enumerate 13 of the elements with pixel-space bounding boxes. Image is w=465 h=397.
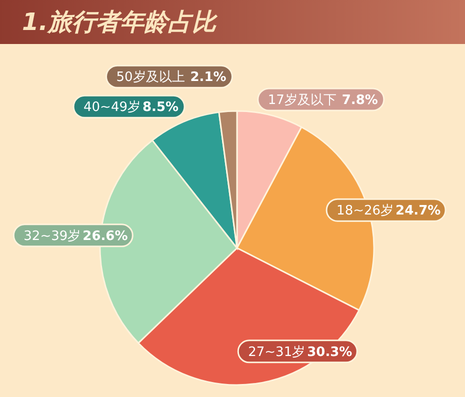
data-label: 8.5% bbox=[142, 100, 179, 116]
slice-label: 17岁及以下 bbox=[268, 93, 336, 108]
slice-label: 32~39岁 bbox=[24, 228, 81, 244]
slice-label: 40~49岁 bbox=[84, 100, 141, 116]
slice-label: 50岁及以上 bbox=[116, 70, 185, 86]
chart-title: 1.旅行者年龄占比 bbox=[22, 7, 216, 38]
data-label: 7.8% bbox=[342, 93, 378, 108]
data-label: 24.7% bbox=[396, 204, 441, 219]
data-label: 26.6% bbox=[82, 228, 128, 244]
slice-label: 27~31岁 bbox=[248, 344, 306, 360]
slice-label: 18~26岁 bbox=[336, 204, 394, 219]
data-label: 30.3% bbox=[307, 344, 352, 360]
data-label: 2.1% bbox=[190, 70, 226, 86]
